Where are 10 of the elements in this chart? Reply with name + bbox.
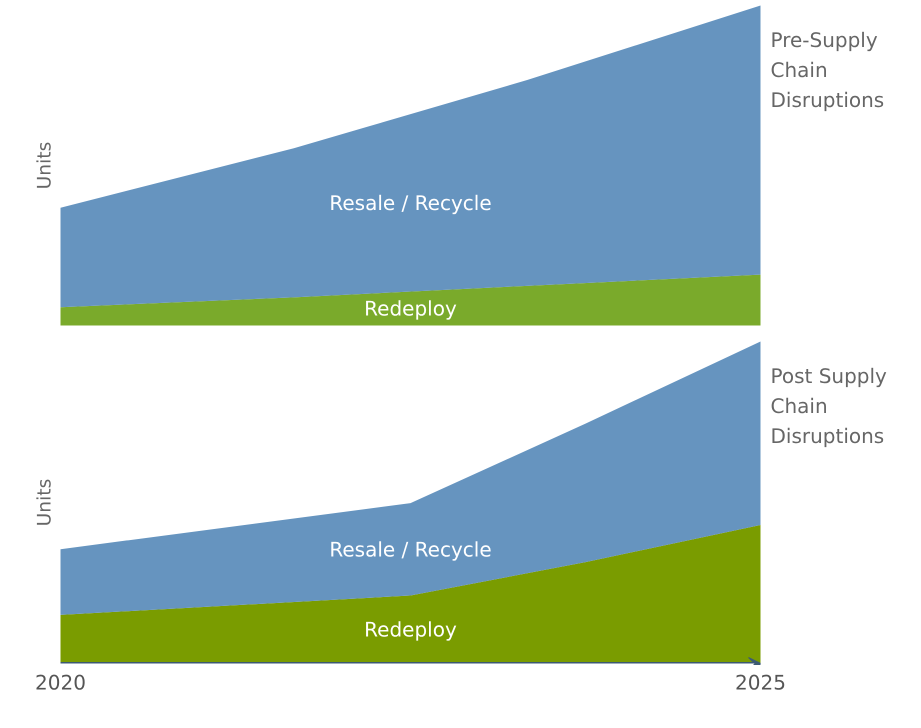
x-tick-label: 2025 — [735, 670, 786, 694]
series-label: Redeploy — [364, 296, 457, 321]
series-label: Resale / Recycle — [329, 537, 492, 562]
text: Post Supply Chain Disruptions — [770, 364, 888, 448]
text: Pre-Supply Chain Disruptions — [770, 28, 884, 112]
series-label: Redeploy — [364, 618, 457, 642]
y-axis-title: Units — [34, 142, 56, 190]
x-tick-label: 2020 — [35, 670, 86, 694]
series-label: Resale / Recycle — [329, 190, 492, 215]
y-axis-title: Units — [34, 478, 56, 526]
